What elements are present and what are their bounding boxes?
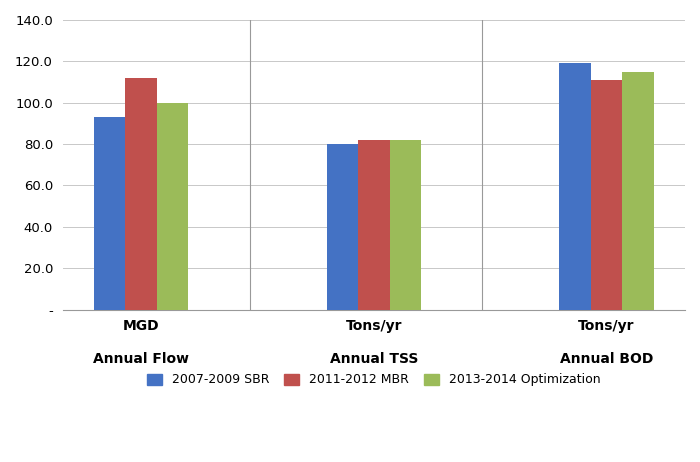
Bar xyxy=(358,140,389,310)
Bar xyxy=(591,80,622,310)
Bar xyxy=(327,144,358,310)
Bar xyxy=(389,140,421,310)
Bar xyxy=(559,63,591,310)
Bar xyxy=(94,117,125,310)
Legend: 2007-2009 SBR, 2011-2012 MBR, 2013-2014 Optimization: 2007-2009 SBR, 2011-2012 MBR, 2013-2014 … xyxy=(143,370,605,390)
Bar xyxy=(125,78,157,310)
Bar xyxy=(622,72,654,310)
Bar xyxy=(157,103,188,310)
